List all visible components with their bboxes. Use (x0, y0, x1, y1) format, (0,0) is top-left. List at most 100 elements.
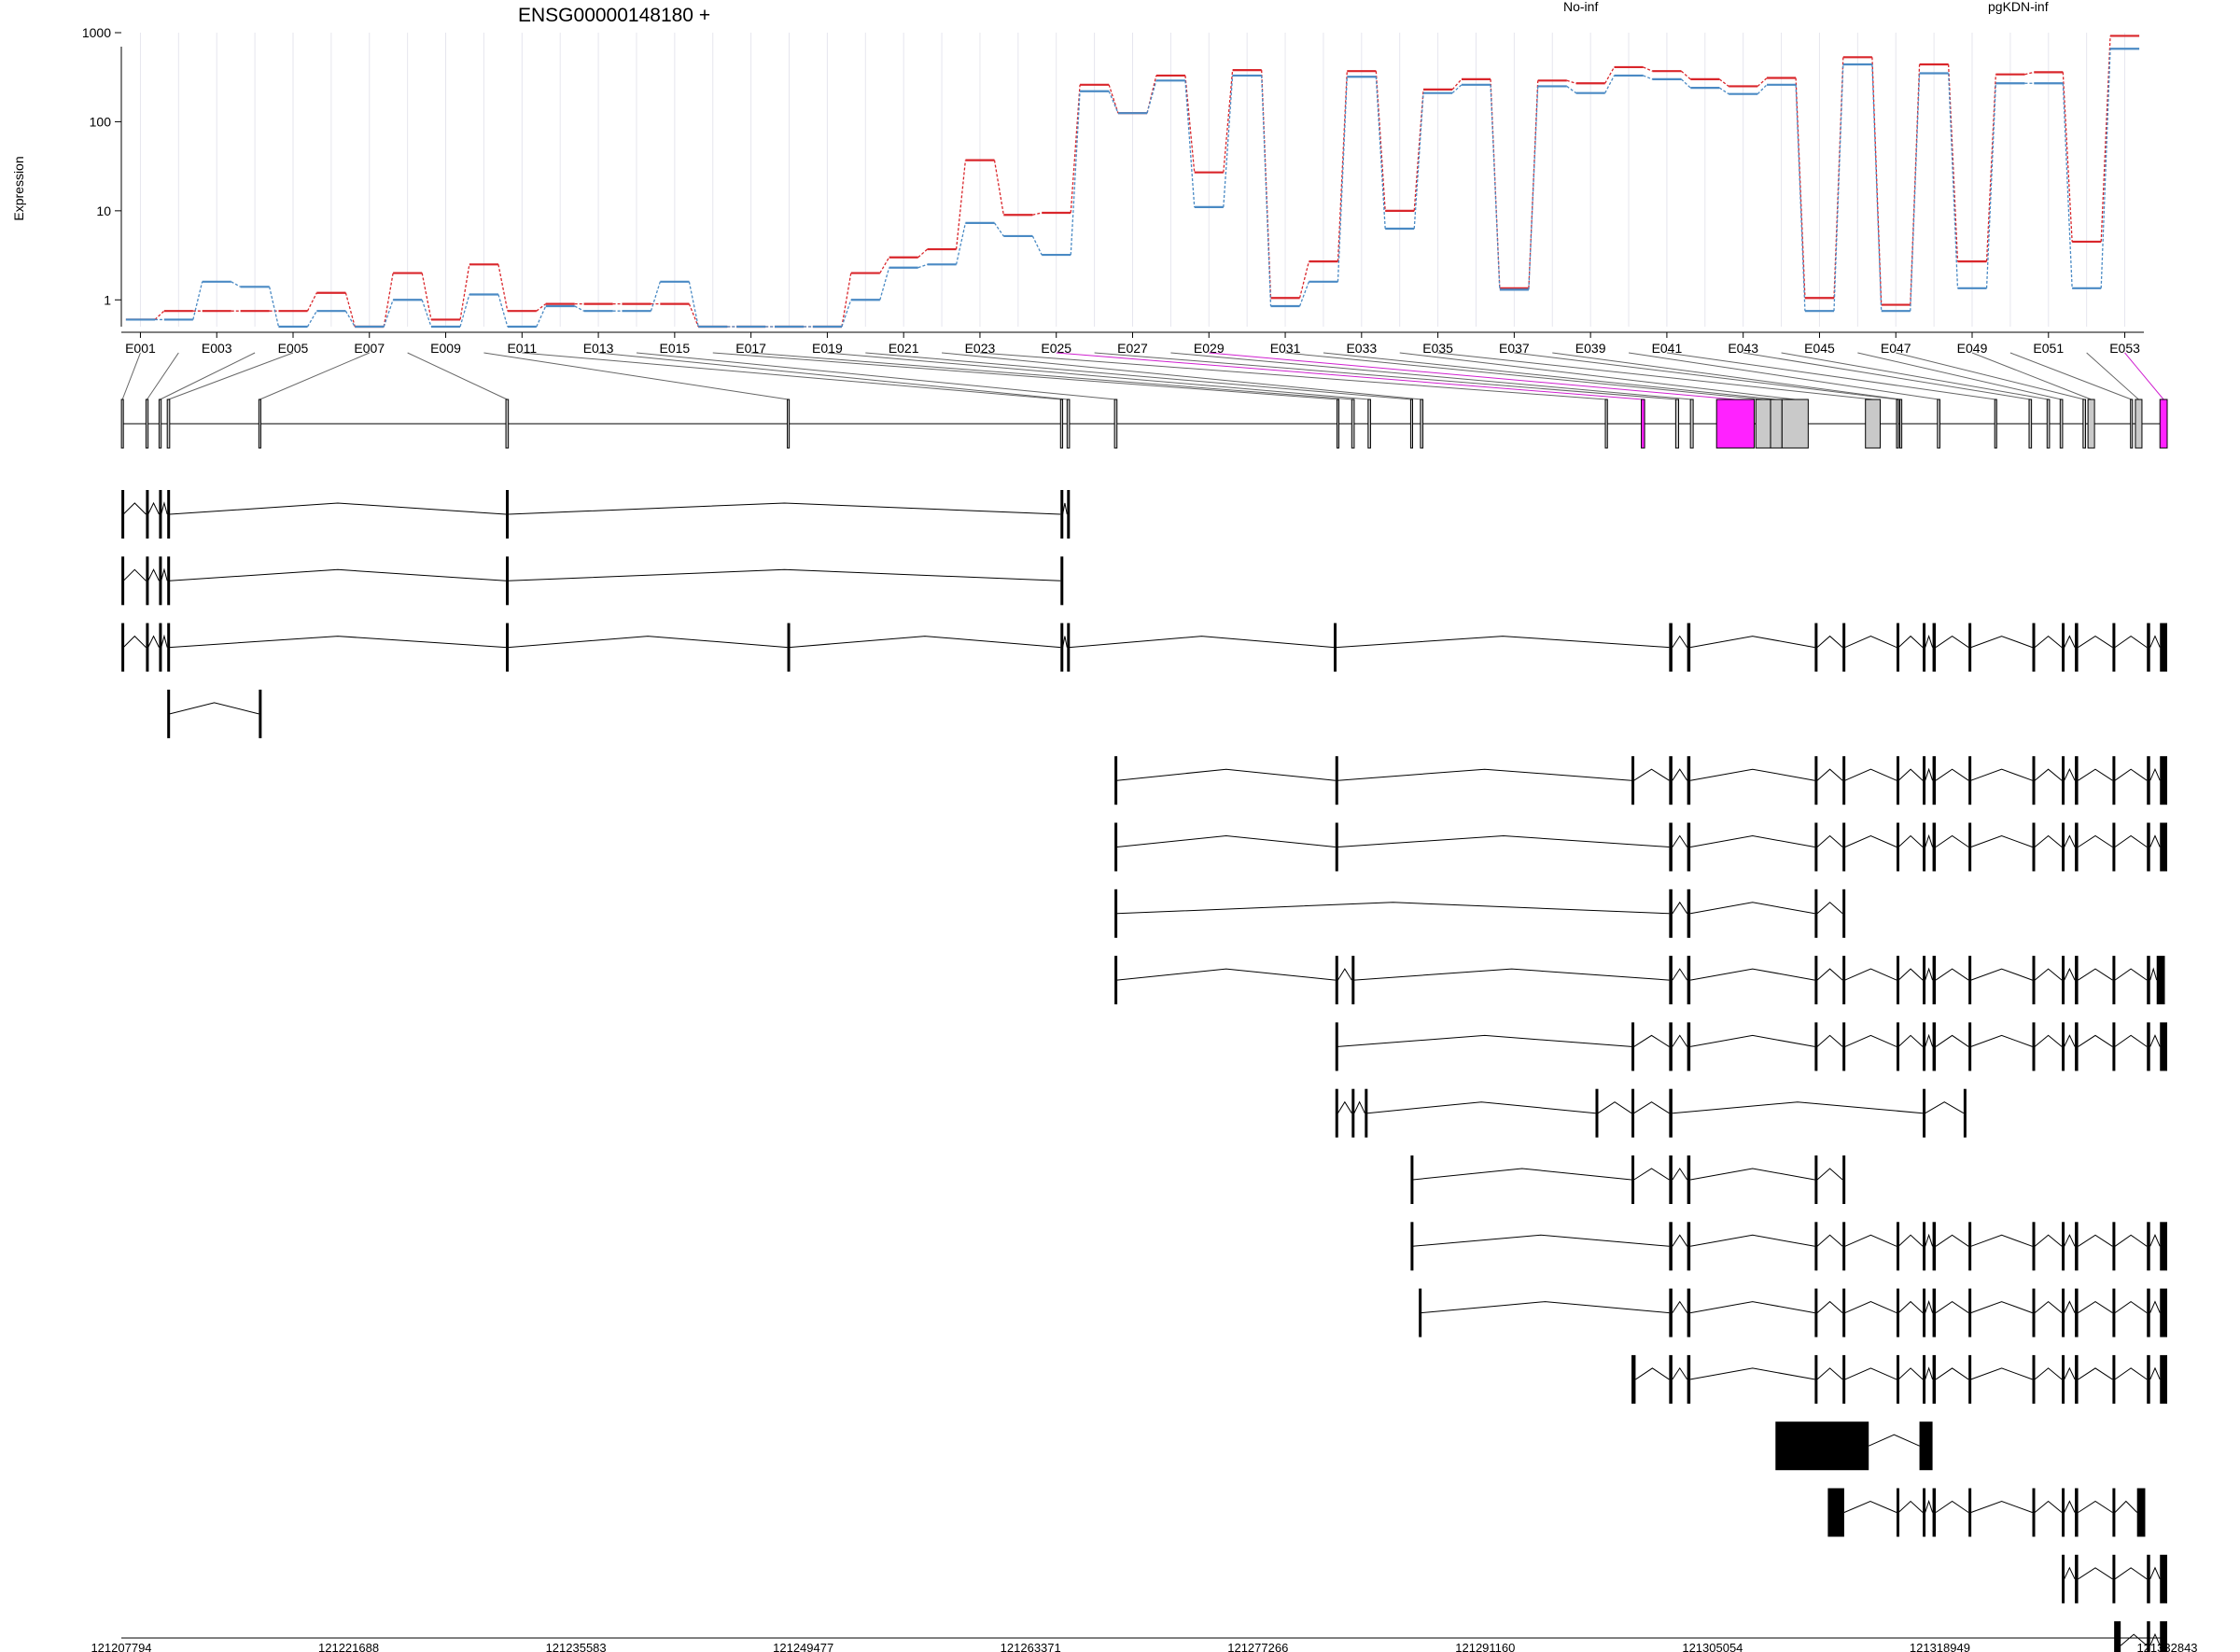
series-connector (1261, 75, 1272, 307)
series-connector (421, 300, 432, 328)
intron-line (2114, 1234, 2148, 1247)
legend-no-inf: No-inf (1563, 0, 1598, 14)
exon-connector (712, 352, 1338, 400)
intron-line (2064, 834, 2076, 847)
transcript-exon (1631, 1088, 1635, 1138)
intron-line (1925, 1033, 1934, 1047)
transcript-exon (1669, 1354, 1673, 1404)
intron-line (508, 568, 1061, 581)
intron-line (1935, 635, 1969, 649)
transcript-exon (121, 490, 125, 539)
intron-line (1116, 902, 1670, 915)
transcript-exon (1842, 1354, 1846, 1404)
intron-line (1935, 1367, 1969, 1380)
transcript-exon (2147, 623, 2150, 672)
intron-line (2078, 636, 2113, 649)
x-tick-label: E023 (965, 341, 996, 356)
exon-bin-rect (1994, 399, 1997, 449)
exon-bin-rect (1937, 399, 1940, 449)
series-connector (1795, 84, 1806, 312)
intron-line (161, 634, 168, 648)
intron-line (1597, 1101, 1632, 1114)
transcript-exon (167, 490, 171, 539)
exon-connector (979, 352, 1607, 400)
x-tick-label: E037 (1499, 341, 1530, 356)
intron-line (1844, 1234, 1897, 1247)
transcript-exon (1687, 1022, 1691, 1071)
intron-line (1816, 768, 1843, 781)
y-tick-label: 1 (104, 292, 111, 307)
exon-bin-rect (1781, 399, 1809, 449)
intron-line (2064, 1300, 2076, 1313)
transcript-exon (2160, 1621, 2167, 1652)
transcript-exon (2114, 1621, 2121, 1652)
intron-line (2114, 1500, 2138, 1513)
intron-line (161, 501, 168, 515)
exon-bin-rect (1409, 399, 1414, 449)
transcript-exon (1114, 822, 1118, 872)
series-connector (917, 263, 928, 269)
transcript-exon (2032, 1222, 2036, 1271)
intron-line (1897, 1234, 1924, 1247)
transcript-exon (1334, 623, 1337, 672)
series-connector (955, 160, 967, 250)
transcript (1827, 1488, 2146, 1537)
intron-line (1690, 1168, 1815, 1181)
transcript-exon (1842, 756, 1846, 805)
transcript (1114, 822, 2167, 872)
intron-line (2064, 635, 2076, 648)
transcript-exon (2075, 623, 2079, 672)
exon-bin-rect (1420, 399, 1424, 449)
transcript-exon (2062, 1354, 2065, 1404)
series-connector (841, 300, 852, 328)
x-tick-label: E049 (1957, 341, 1988, 356)
intron-line (1672, 635, 1688, 648)
transcript-exon (506, 556, 510, 606)
transcript-exon (2112, 956, 2116, 1005)
transcript-exon (167, 689, 171, 738)
intron-line (1690, 968, 1815, 981)
y-tick-label: 1000 (82, 25, 111, 40)
intron-line (789, 636, 1061, 649)
x-tick-label: E017 (735, 341, 766, 356)
transcript-exon (1968, 1022, 1972, 1071)
transcript-exon (2032, 1488, 2036, 1537)
transcript-exon (1410, 1222, 1414, 1271)
exon-connector (147, 352, 179, 400)
exon-connector (598, 352, 1069, 400)
intron-line (2149, 834, 2161, 847)
x-tick-label: E009 (430, 341, 461, 356)
exon-connector (1209, 352, 1736, 400)
exon-connector (2009, 352, 2132, 400)
series-connector (1566, 85, 1576, 94)
transcript-exon (1919, 1421, 1933, 1471)
intron-line (2078, 1367, 2113, 1380)
transcript-exon (1923, 1354, 1926, 1404)
intron-line (1970, 1234, 2033, 1247)
series-connector (192, 281, 203, 320)
y-tick-label: 100 (90, 114, 112, 129)
transcript-exon (1932, 1222, 1937, 1271)
genomic-tick-label: 121332843 (2136, 1641, 2197, 1652)
transcript-exon (2112, 1554, 2116, 1603)
transcript-exon (2032, 756, 2036, 805)
transcript-exon (1814, 1022, 1818, 1071)
series-connector (955, 222, 967, 265)
transcript-exon (1669, 1222, 1673, 1271)
transcript-exon (146, 556, 149, 606)
transcript-exon (2147, 1022, 2150, 1071)
intron-line (2120, 1633, 2148, 1646)
exon-connector (1094, 352, 1677, 400)
transcript-exon (1842, 1288, 1846, 1337)
transcript-exon (159, 556, 162, 606)
intron-line (2114, 635, 2148, 649)
transcript-exon (1968, 1354, 1972, 1404)
exon-connector (1971, 352, 2092, 400)
exon-connector (522, 352, 1062, 400)
transcript-exon (2112, 1288, 2116, 1337)
intron-line (1116, 768, 1336, 781)
series-connector (344, 310, 356, 328)
transcript (1631, 1354, 2167, 1404)
series-connector (421, 273, 432, 320)
transcript-exon (146, 490, 149, 539)
